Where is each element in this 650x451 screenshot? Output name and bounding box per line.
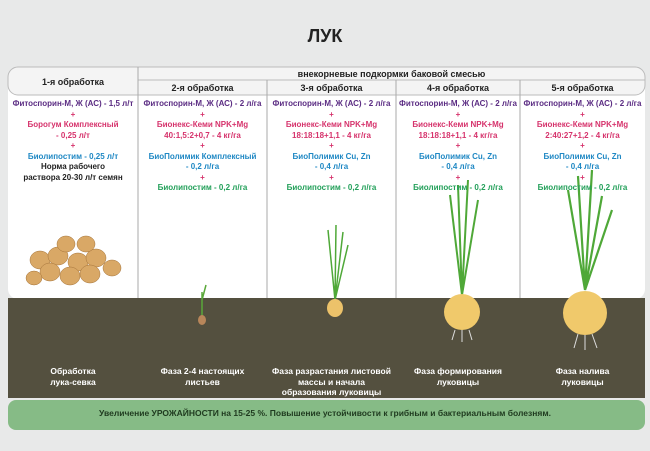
stage: Фаза разрастания листовой массы и начала о… [267, 366, 396, 398]
soil [8, 298, 645, 398]
product-line: Фитоспорин-М, Ж (АС) - 2 л/га [523, 99, 642, 108]
product-line: Борогум Комплексный [27, 120, 119, 129]
product-line: БиоПолимик Cu, Zn [419, 151, 497, 161]
subheader: внекорневые подкормки баковой смесью [297, 69, 486, 79]
product-line: - 0,4 л/га [441, 162, 475, 171]
plus: + [455, 141, 461, 150]
product-line: - 0,2 л/га [185, 162, 220, 171]
stage-line: листьев [185, 376, 220, 387]
product-line: БиоПолимик Cu, Zn [543, 151, 622, 161]
product-line: Фитоспорин-М, Ж (АС) - 2 л/га [143, 99, 262, 108]
note-line: Норма рабочего [40, 162, 106, 171]
plus: + [70, 109, 76, 119]
column-header: 4-я обработка [426, 83, 490, 93]
column-header: 1-я обработка [41, 77, 105, 87]
column-header: 3-я обработка [300, 83, 363, 93]
stage-line: Обработка [50, 366, 96, 376]
product-line: Биолипостим - 0,2 л/га [157, 183, 248, 192]
product-line: Биолипостим - 0,2 л/га [413, 183, 503, 192]
product-line: Фитоспорин-М, Ж (АС) - 2 л/га [272, 99, 391, 108]
column: Фитоспорин-М, Ж (АС) - 2 л/га + Бионекс-Ке… [138, 99, 267, 194]
stage-line: образования луковицы [281, 387, 382, 397]
plant-4 [444, 179, 480, 342]
product-line: - 0,4 л/га [565, 162, 600, 171]
stage-line: Фаза формирования [414, 366, 502, 376]
plus: + [329, 109, 334, 119]
product-line: 18:18:18+1,1 - 4 кг/га [292, 130, 371, 140]
plus: + [455, 172, 461, 182]
product-line: Бионекс-Кеми NPK+Mg [285, 120, 378, 129]
plant-3 [327, 224, 349, 317]
product-line: - 0,4 л/га [314, 162, 349, 171]
title: ЛУК [307, 26, 343, 46]
product-line: Биолипостим - 0,2 л/га [286, 183, 377, 192]
stage-line: массы и начала [297, 376, 365, 387]
plus: + [329, 141, 334, 150]
plus: + [200, 172, 205, 182]
product-line: БиоПолимик Cu, Zn [292, 151, 371, 161]
stage: Фаза налива луковицы [520, 366, 645, 387]
product-line: Биолипостим - 0,2 л/га [537, 183, 628, 192]
stage-line: луковицы [561, 376, 604, 387]
plus: + [70, 141, 76, 150]
product-line: 2:40:27+1,2 - 4 кг/га [545, 130, 620, 140]
stage-line: луковицы [436, 376, 480, 387]
panel [8, 67, 645, 299]
plus: + [580, 109, 585, 119]
plant-5 [563, 169, 614, 350]
product-line: Фитоспорин-М, Ж (АС) - 1,5 л/т [12, 99, 134, 108]
stage: Фаза формирования луковицы [396, 366, 520, 387]
stage: Фаза 2-4 настоящих листьев [138, 366, 267, 387]
plus: + [329, 172, 334, 182]
footer: Увеличение УРОЖАЙНОСТИ на 15-25 %. Повыш… [99, 408, 551, 418]
plus: + [580, 141, 585, 150]
stage-line: Фаза налива [555, 366, 610, 376]
column-header: 5-я обработка [551, 83, 614, 93]
plus: + [455, 109, 461, 119]
product-line: Бионекс-Кеми NPK+Mg [536, 120, 629, 129]
product-line: БиоПолимик Комплексный [148, 151, 257, 161]
column-header: 2-я обработка [171, 83, 234, 93]
stage: Обработка лука-севка [8, 366, 138, 387]
column: Фитоспорин-М, Ж (АС) - 2 л/га + Бионекс-Ке… [267, 99, 396, 194]
header-row [7, 66, 646, 96]
plus: + [200, 109, 205, 119]
onion-pile [25, 235, 122, 286]
column: Фитоспорин-М, Ж (АС) - 2 л/га + Бионекс-Ке… [396, 99, 520, 194]
sprout-2 [198, 284, 207, 325]
plus: + [200, 141, 205, 150]
footer-bar [8, 400, 645, 430]
plus: + [580, 172, 585, 182]
product-line: Бионекс-Кеми NPK+Mg [412, 120, 504, 129]
stage-line: Фаза 2-4 настоящих [160, 366, 245, 376]
stage-line: лука-севка [50, 376, 96, 387]
product-line: 18:18:18+1,1 - 4 кг/га [418, 130, 498, 140]
note-line: раствора 20-30 л/т семян [23, 172, 123, 182]
product-line: Биолипостим - 0,25 л/т [27, 151, 119, 161]
stage-line: Фаза разрастания листовой [272, 366, 391, 376]
column: Фитоспорин-М, Ж (АС) - 2 л/га + Бионекс-Ке… [520, 99, 645, 194]
product-line: Бионекс-Кеми NPK+Mg [156, 120, 249, 129]
product-line: 40:1,5:2+0,7 - 4 кг/га [164, 130, 241, 140]
product-line: - 0,25 л/т [56, 130, 90, 140]
product-line: Фитоспорин-М, Ж (АС) - 2 л/га [399, 99, 517, 108]
column: Фитоспорин-М, Ж (АС) - 1,5 л/т + Борогум К… [8, 99, 138, 183]
